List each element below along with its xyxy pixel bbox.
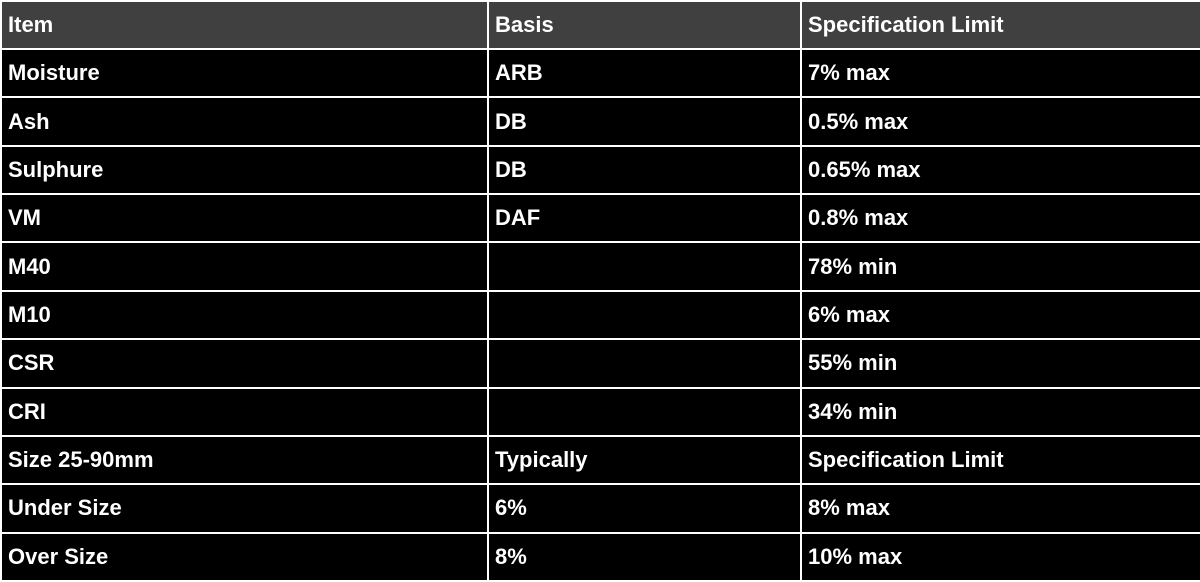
table-cell: M40 [0,241,489,292]
table-cell: 0.65% max [800,144,1200,196]
table-cell: 10% max [800,531,1200,582]
table-cell: VM [0,193,489,244]
table-cell: Sulphure [0,144,489,196]
table-cell: DAF [487,193,802,244]
header-cell: Basis [487,0,802,50]
table-cell: 8% [487,531,802,582]
table-cell: 8% max [800,483,1200,534]
header-row: Item Basis Specification Limit [0,0,1200,50]
table-row: CSR 55% min [0,338,1200,389]
table-cell: 7% max [800,47,1200,99]
table-cell [487,338,802,389]
header-cell: Item [0,0,489,50]
table-row: Over Size 8% 10% max [0,531,1200,582]
table-row: Sulphure DB 0.65% max [0,144,1200,196]
table-cell: CSR [0,338,489,389]
table-cell: 34% min [800,386,1200,437]
table-cell: Size 25-90mm [0,434,489,486]
table-row: Moisture ARB 7% max [0,47,1200,99]
table-cell [487,386,802,437]
table-row: VM DAF 0.8% max [0,193,1200,244]
table-cell: 6% [487,483,802,534]
table-cell: 0.8% max [800,193,1200,244]
table-cell: 55% min [800,338,1200,389]
table-cell: DB [487,96,802,147]
table-cell: Specification Limit [800,434,1200,486]
table-row: M40 78% min [0,241,1200,292]
table-cell: ARB [487,47,802,99]
table-row: CRI 34% min [0,386,1200,437]
table-row: Ash DB 0.5% max [0,96,1200,147]
table-cell: 78% min [800,241,1200,292]
table-cell: Under Size [0,483,489,534]
table-cell: Moisture [0,47,489,99]
table-cell [487,289,802,341]
table-body: Moisture ARB 7% max Ash DB 0.5% max Sulphure DB… [0,47,1200,582]
table-cell: DB [487,144,802,196]
table-cell: Over Size [0,531,489,582]
table-cell: Typically [487,434,802,486]
table-cell: CRI [0,386,489,437]
table-cell: 6% max [800,289,1200,341]
table-cell [487,241,802,292]
table-row: Under Size 6% 8% max [0,483,1200,534]
table-row: Size 25-90mm Typically Specification Limit [0,434,1200,486]
table-cell: 0.5% max [800,96,1200,147]
table-cell: Ash [0,96,489,147]
header-cell: Specification Limit [800,0,1200,50]
table-cell: M10 [0,289,489,341]
table-row: M10 6% max [0,289,1200,341]
